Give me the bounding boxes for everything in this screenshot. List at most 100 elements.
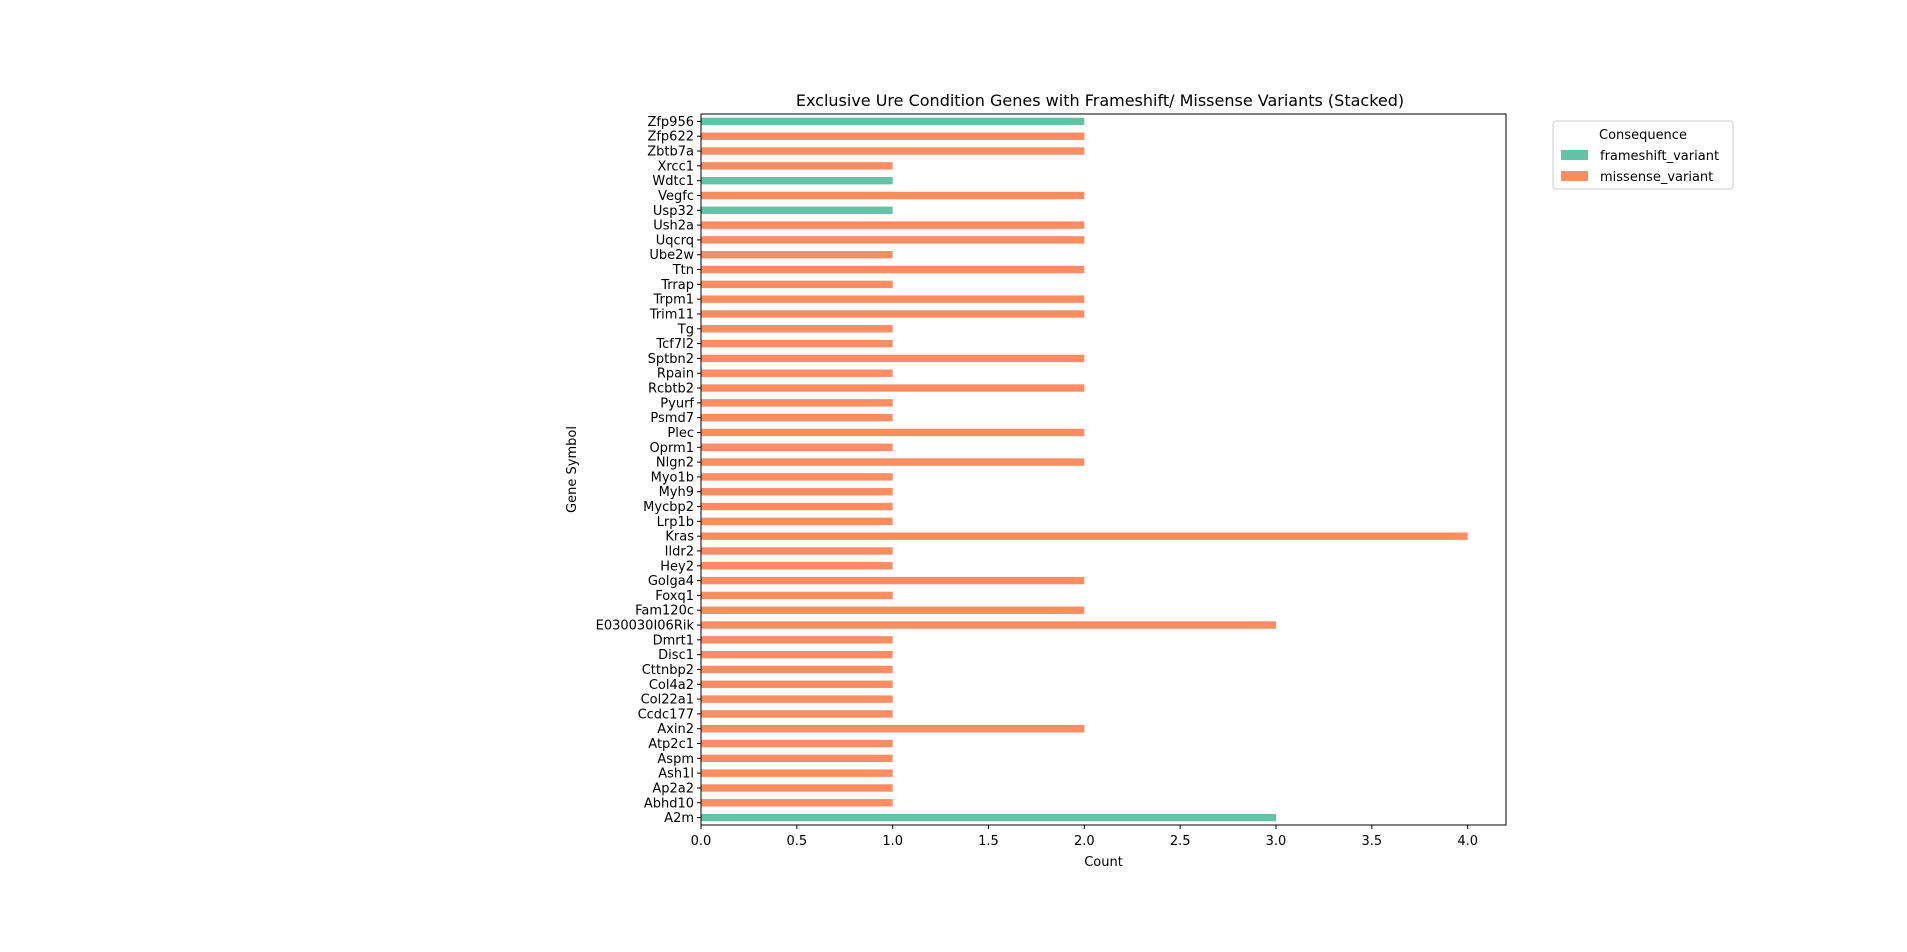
- bar-Fam120c-missense_variant: [701, 606, 1085, 614]
- legend-label-missense_variant: missense_variant: [1600, 170, 1713, 185]
- y-tick-label: Tcf7l2: [655, 337, 694, 352]
- bar-Trpm1-missense_variant: [701, 295, 1085, 303]
- y-tick-label: Ccdc177: [638, 707, 694, 722]
- x-tick-label: 4.0: [1457, 834, 1478, 849]
- y-tick-label: Myo1b: [651, 470, 694, 485]
- y-tick-label: Cttnbp2: [642, 663, 694, 678]
- bar-Ube2w-missense_variant: [701, 251, 893, 259]
- y-tick-label: Disc1: [658, 648, 694, 663]
- bar-E030030I06Rik-missense_variant: [701, 621, 1276, 629]
- legend-title: Consequence: [1599, 128, 1687, 143]
- bar-Plec-missense_variant: [701, 428, 1085, 437]
- bar-Dmrt1-missense_variant: [701, 636, 893, 644]
- y-tick-label: Zfp622: [647, 130, 694, 145]
- x-tick-label: 0.5: [786, 834, 807, 849]
- y-tick-label: Mycbp2: [643, 500, 694, 515]
- y-tick-label: Sptbn2: [648, 352, 694, 367]
- x-axis-label: Count: [1084, 855, 1123, 870]
- bar-Disc1-missense_variant: [701, 650, 893, 659]
- y-tick-label: Axin2: [657, 722, 694, 737]
- bar-Col22a1-missense_variant: [701, 695, 893, 703]
- y-tick-label: Dmrt1: [653, 633, 694, 648]
- bar-Kras-missense_variant: [701, 532, 1468, 540]
- bar-Zfp956-frameshift_variant: [701, 117, 1085, 126]
- y-tick-label: Trim11: [649, 307, 694, 322]
- bar-Oprm1-missense_variant: [701, 443, 893, 451]
- y-tick-label: Rpain: [657, 367, 694, 382]
- legend-label-frameshift_variant: frameshift_variant: [1600, 149, 1719, 164]
- x-tick-label: 3.5: [1361, 834, 1382, 849]
- y-tick-label: Zfp956: [647, 115, 694, 130]
- bar-Lrp1b-missense_variant: [701, 517, 893, 526]
- y-tick-label: A2m: [664, 811, 694, 826]
- y-tick-label: Aspm: [657, 752, 694, 767]
- y-tick-label: Vegfc: [658, 189, 694, 204]
- bar-Usp32-frameshift_variant: [701, 206, 893, 214]
- y-tick-label: Ildr2: [665, 544, 694, 559]
- y-axis-label: Gene Symbol: [565, 426, 580, 513]
- y-tick-label: Golga4: [648, 574, 694, 589]
- y-tick-label: Fam120c: [635, 604, 694, 619]
- y-tick-label: Xrcc1: [657, 159, 694, 174]
- y-tick-label: Wdtc1: [652, 174, 694, 189]
- y-tick-label: Pyurf: [660, 396, 694, 411]
- bar-Ildr2-missense_variant: [701, 547, 893, 555]
- bar-Nlgn2-missense_variant: [701, 458, 1085, 466]
- y-tick-label: Trpm1: [652, 293, 694, 308]
- chart-title: Exclusive Ure Condition Genes with Frame…: [796, 91, 1404, 110]
- bar-Ccdc177-missense_variant: [701, 710, 893, 718]
- legend-swatch-frameshift_variant: [1561, 150, 1588, 160]
- bar-Ush2a-missense_variant: [701, 221, 1085, 229]
- y-tick-label: Ube2w: [649, 248, 694, 263]
- x-tick-label: 2.0: [1074, 834, 1095, 849]
- y-tick-label: Tg: [677, 322, 694, 337]
- bar-Ash1l-missense_variant: [701, 769, 893, 777]
- y-tick-label: Uqcrq: [656, 233, 694, 248]
- bar-Foxq1-missense_variant: [701, 591, 893, 600]
- bar-Tcf7l2-missense_variant: [701, 339, 893, 348]
- bar-Tg-missense_variant: [701, 325, 893, 333]
- y-tick-label: Trrap: [660, 278, 694, 293]
- y-tick-label: Abhd10: [644, 796, 694, 811]
- bar-Vegfc-missense_variant: [701, 191, 1085, 200]
- legend-frame: [1552, 120, 1734, 190]
- y-tick-label: Plec: [667, 426, 694, 441]
- y-tick-label: Col22a1: [641, 693, 694, 708]
- bar-Axin2-missense_variant: [701, 725, 1085, 733]
- bar-Uqcrq-missense_variant: [701, 236, 1085, 244]
- bar-Ap2a2-missense_variant: [701, 784, 893, 792]
- y-tick-label: Foxq1: [655, 589, 694, 604]
- bar-Rcbtb2-missense_variant: [701, 384, 1085, 392]
- y-tick-label: E030030I06Rik: [596, 619, 695, 634]
- y-axis: A2mAbhd10Ap2a2Ash1lAspmAtp2c1Axin2Ccdc17…: [596, 115, 701, 826]
- legend: Consequence frameshift_variant missense_v…: [1552, 120, 1734, 190]
- bar-Col4a2-missense_variant: [701, 680, 893, 688]
- y-tick-label: Ap2a2: [652, 781, 694, 796]
- bar-Cttnbp2-missense_variant: [701, 665, 893, 674]
- bar-Zbtb7a-missense_variant: [701, 147, 1085, 155]
- y-tick-label: Oprm1: [649, 441, 694, 456]
- y-tick-label: Lrp1b: [657, 515, 694, 530]
- x-tick-label: 0.0: [691, 834, 712, 849]
- bar-Wdtc1-frameshift_variant: [701, 176, 893, 185]
- bar-Ttn-missense_variant: [701, 265, 1085, 274]
- x-tick-label: 3.0: [1266, 834, 1287, 849]
- bar-A2m-frameshift_variant: [701, 813, 1276, 822]
- bar-Psmd7-missense_variant: [701, 413, 893, 422]
- bar-Sptbn2-missense_variant: [701, 354, 1085, 363]
- y-tick-label: Rcbtb2: [648, 382, 694, 397]
- bar-Pyurf-missense_variant: [701, 399, 893, 407]
- y-tick-label: Col4a2: [649, 678, 694, 693]
- x-tick-label: 1.0: [882, 834, 903, 849]
- y-tick-label: Zbtb7a: [647, 145, 694, 160]
- y-tick-label: Ush2a: [653, 219, 694, 234]
- bar-Xrcc1-missense_variant: [701, 162, 893, 170]
- bar-Golga4-missense_variant: [701, 576, 1085, 585]
- bar-Trrap-missense_variant: [701, 280, 893, 289]
- y-tick-label: Myh9: [659, 485, 694, 500]
- legend-swatch-missense_variant: [1561, 171, 1588, 181]
- bar-Trim11-missense_variant: [701, 310, 1085, 318]
- bars: [701, 117, 1468, 822]
- y-tick-label: Kras: [665, 530, 694, 545]
